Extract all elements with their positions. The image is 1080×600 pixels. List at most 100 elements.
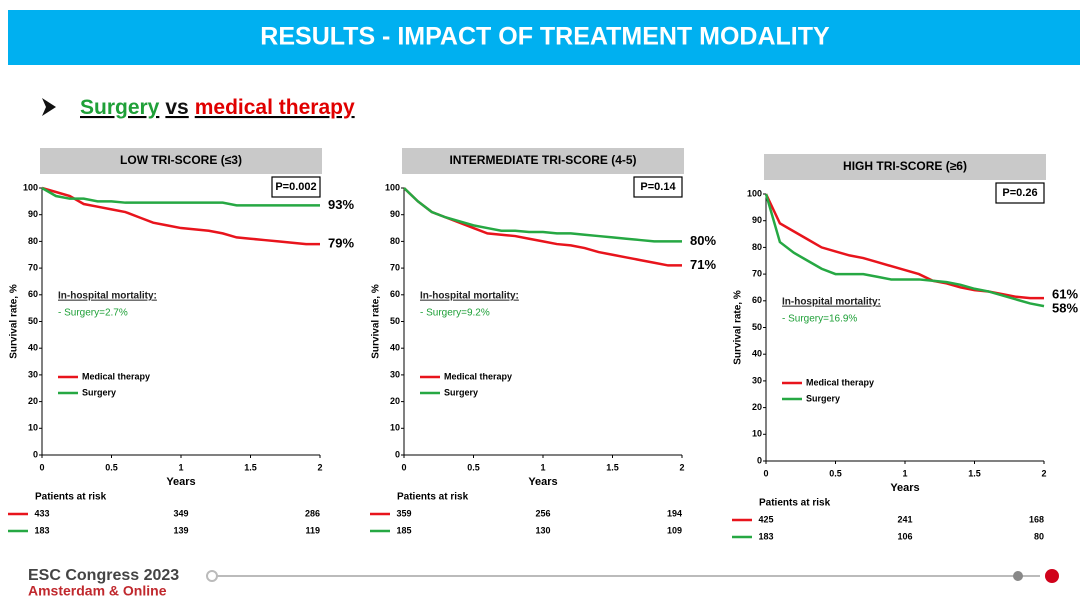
legend-label: Medical therapy: [806, 377, 874, 387]
y-tick-label: 0: [757, 455, 762, 465]
x-tick-label: 0: [39, 462, 44, 472]
risk-count: 241: [897, 514, 912, 524]
legend-label: Medical therapy: [82, 371, 150, 381]
survival-curve: [41, 186, 320, 207]
y-tick-label: 50: [752, 322, 762, 332]
bullet-arrow: [42, 98, 56, 116]
y-axis-label: Survival rate, %: [9, 284, 20, 359]
y-tick-label: 80: [752, 242, 762, 252]
survival-curve: [764, 193, 1045, 308]
y-tick-label: 90: [752, 215, 762, 225]
y-tick-label: 100: [385, 182, 400, 192]
risk-count: 425: [758, 514, 773, 524]
legend-label: Surgery: [82, 387, 116, 397]
subtitle: Surgery vs medical therapy: [80, 96, 355, 119]
header-bar: [8, 10, 1080, 65]
y-tick-label: 80: [28, 236, 38, 246]
y-tick-label: 40: [390, 343, 400, 353]
survival-curve: [41, 186, 320, 246]
x-tick-label: 2: [1041, 468, 1046, 478]
x-tick-label: 1.5: [968, 468, 981, 478]
mortality-title: In-hospital mortality:: [420, 291, 519, 302]
x-axis-label: Years: [528, 476, 557, 488]
y-tick-label: 60: [28, 289, 38, 299]
y-tick-label: 50: [390, 316, 400, 326]
risk-count: 286: [305, 508, 320, 518]
y-tick-label: 10: [28, 423, 38, 433]
title-box: [764, 154, 1046, 180]
p-value: P=0.26: [1002, 187, 1037, 199]
p-value-box: [995, 182, 1045, 204]
y-tick-label: 70: [28, 262, 38, 272]
y-tick-label: 90: [28, 209, 38, 219]
chart-title: INTERMEDIATE TRI-SCORE (4-5): [449, 153, 636, 167]
y-tick-label: 30: [752, 375, 762, 385]
x-axis-label: Years: [166, 476, 195, 488]
risk-count: 80: [1034, 531, 1044, 541]
y-tick-label: 20: [28, 396, 38, 406]
p-value: P=0.002: [275, 181, 316, 193]
y-tick-label: 30: [390, 369, 400, 379]
footer-dot: [206, 570, 218, 582]
y-tick-label: 40: [752, 349, 762, 359]
y-tick-label: 50: [28, 316, 38, 326]
y-tick-label: 0: [395, 449, 400, 459]
chart-title: HIGH TRI-SCORE (≥6): [843, 159, 967, 173]
subtitle-surgery: Surgery: [80, 96, 160, 119]
x-tick-label: 0.5: [467, 462, 480, 472]
risk-title: Patients at risk: [35, 492, 107, 503]
p-value: P=0.14: [640, 181, 676, 193]
x-tick-label: 0.5: [829, 468, 842, 478]
risk-count: 256: [535, 508, 550, 518]
risk-count: 106: [897, 531, 912, 541]
y-tick-label: 100: [747, 188, 762, 198]
risk-count: 433: [34, 508, 49, 518]
x-tick-label: 2: [317, 462, 322, 472]
risk-count: 130: [535, 525, 550, 535]
risk-count: 119: [305, 525, 320, 535]
title-box: [40, 148, 322, 174]
y-tick-label: 30: [28, 369, 38, 379]
y-tick-label: 80: [390, 236, 400, 246]
end-label: 80%: [690, 233, 716, 248]
risk-count: 139: [173, 525, 188, 535]
end-label: 93%: [328, 197, 354, 212]
x-tick-label: 1: [178, 462, 183, 472]
y-tick-label: 40: [28, 343, 38, 353]
y-tick-label: 20: [390, 396, 400, 406]
y-tick-label: 60: [752, 295, 762, 305]
y-tick-label: 10: [390, 423, 400, 433]
risk-count: 349: [173, 508, 188, 518]
end-label: 71%: [690, 257, 716, 272]
mortality-text: - Surgery=2.7%: [58, 308, 128, 319]
y-tick-label: 10: [752, 429, 762, 439]
x-tick-label: 1: [540, 462, 545, 472]
legend-label: Medical therapy: [444, 371, 512, 381]
risk-title: Patients at risk: [397, 492, 469, 503]
y-tick-label: 70: [752, 268, 762, 278]
y-tick-label: 70: [390, 262, 400, 272]
y-tick-label: 100: [23, 182, 38, 192]
x-tick-label: 2: [679, 462, 684, 472]
mortality-text: - Surgery=16.9%: [782, 314, 857, 325]
x-tick-label: 0.5: [105, 462, 118, 472]
mortality-title: In-hospital mortality:: [58, 291, 157, 302]
y-axis-label: Survival rate, %: [371, 284, 382, 359]
legend-label: Surgery: [806, 393, 840, 403]
y-axis-label: Survival rate, %: [733, 290, 744, 365]
risk-count: 109: [667, 525, 682, 535]
risk-count: 185: [396, 525, 411, 535]
footer-dot: [1013, 571, 1023, 581]
y-tick-label: 90: [390, 209, 400, 219]
footer-location: Amsterdam & Online: [28, 583, 167, 599]
risk-count: 359: [396, 508, 411, 518]
title-box: [402, 148, 684, 174]
subtitle-medical: medical therapy: [195, 96, 355, 119]
y-tick-label: 60: [390, 289, 400, 299]
survival-curve: [764, 193, 1044, 300]
end-label: 58%: [1052, 301, 1078, 316]
footer-dot: [1045, 569, 1059, 583]
risk-count: 183: [34, 525, 49, 535]
x-tick-label: 1.5: [606, 462, 619, 472]
subtitle-vs: vs: [165, 96, 188, 119]
